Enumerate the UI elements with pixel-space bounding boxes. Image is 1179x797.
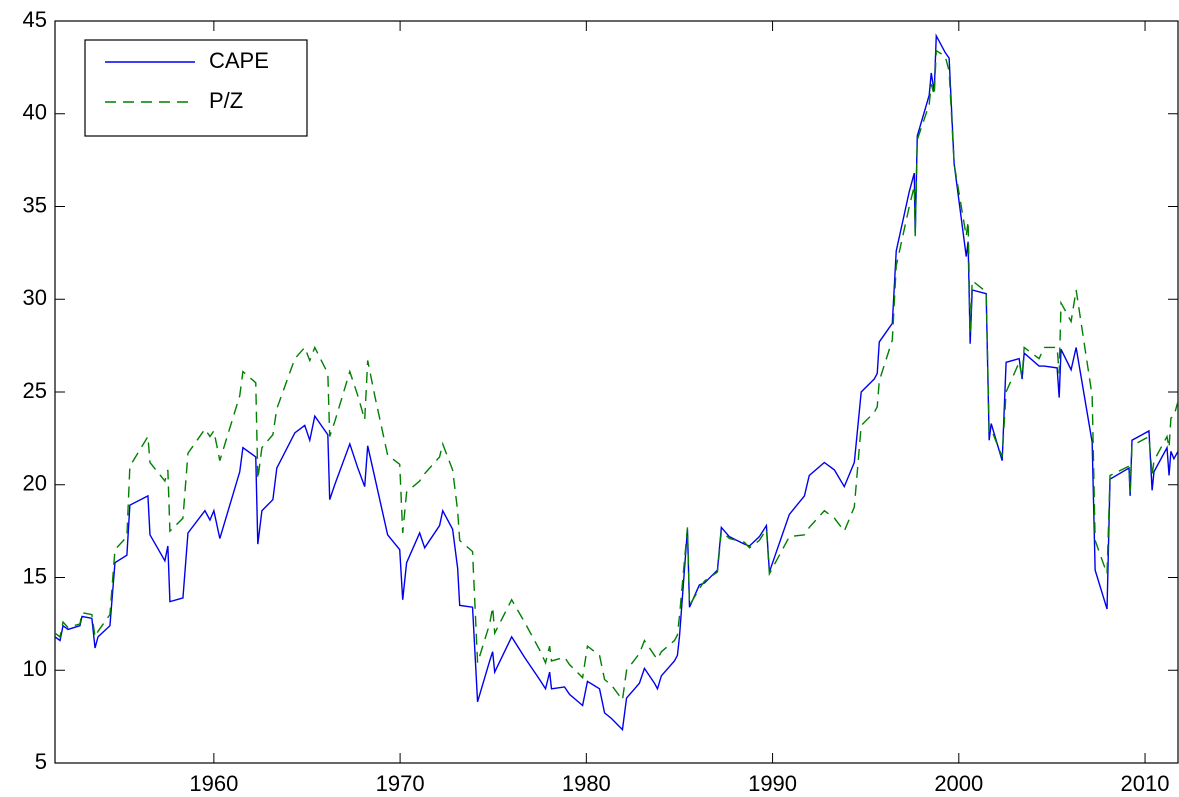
x-tick-label: 1980 <box>562 771 611 796</box>
x-tick-label: 1970 <box>376 771 425 796</box>
series-line <box>55 33 1178 732</box>
y-tick-label: 10 <box>23 656 47 681</box>
x-tick-label: 2000 <box>934 771 983 796</box>
plot-frame <box>54 20 1179 764</box>
x-tick-label: 1990 <box>748 771 797 796</box>
y-tick-label: 30 <box>23 285 47 310</box>
x-tick-label: 1960 <box>189 771 238 796</box>
y-tick-label: 5 <box>35 749 47 774</box>
x-tick-label: 2010 <box>1121 771 1170 796</box>
y-tick-label: 45 <box>23 7 47 32</box>
legend-box <box>84 39 308 137</box>
y-tick-label: 15 <box>23 563 47 588</box>
y-tick-label: 35 <box>23 192 47 217</box>
series-line <box>55 49 1178 702</box>
legend-label: CAPE <box>209 48 269 73</box>
y-tick-label: 40 <box>23 100 47 125</box>
y-tick-label: 25 <box>23 378 47 403</box>
y-tick-label: 20 <box>23 471 47 496</box>
legend-label: P/Z <box>209 88 243 113</box>
